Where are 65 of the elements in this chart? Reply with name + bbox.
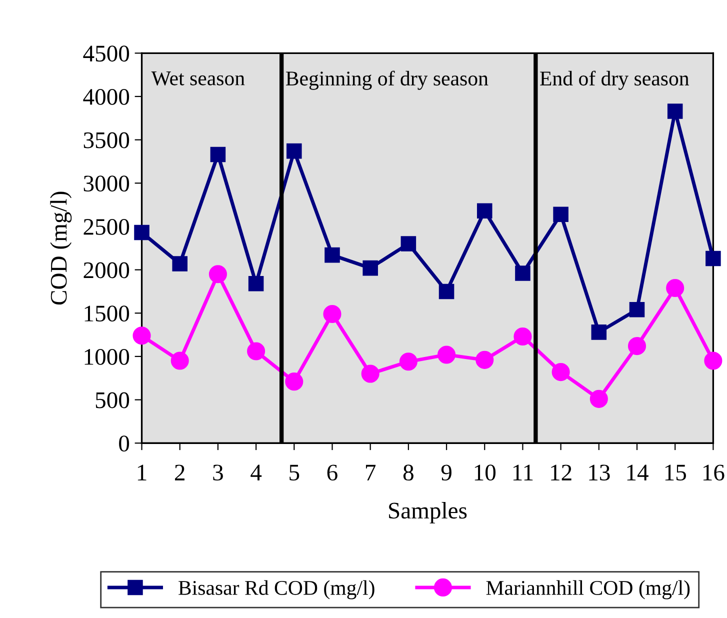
point xyxy=(361,364,380,383)
x-tick-label: 15 xyxy=(665,464,686,481)
legend-label: Mariannhill COD (mg/l) xyxy=(486,580,690,600)
y-tick-label: 4500 xyxy=(83,46,130,62)
point xyxy=(362,260,378,276)
point xyxy=(704,352,722,370)
y-tick-label: 4000 xyxy=(83,88,130,105)
point xyxy=(210,146,226,162)
x-tick-label: 10 xyxy=(474,464,496,481)
x-tick-label: 2 xyxy=(174,464,184,480)
y-tick-label: 1500 xyxy=(84,306,130,322)
y-tick-label: 1000 xyxy=(84,348,130,365)
point xyxy=(399,352,418,371)
point xyxy=(324,247,340,263)
point xyxy=(591,324,607,340)
x-tick-label: 6 xyxy=(327,464,338,481)
point xyxy=(629,302,645,318)
x-tick-label: 12 xyxy=(551,464,572,480)
point xyxy=(248,276,264,292)
point xyxy=(438,284,454,300)
point xyxy=(400,236,416,252)
point xyxy=(285,372,304,391)
point xyxy=(134,224,150,240)
point xyxy=(667,104,683,119)
y-tick-label: 3500 xyxy=(84,132,130,148)
x-tick-label: 13 xyxy=(589,464,610,481)
y-axis-title: COD (mg/l) xyxy=(50,192,72,305)
point xyxy=(286,143,302,159)
x-tick-label: 5 xyxy=(290,464,300,481)
x-tick-label: 11 xyxy=(513,464,533,480)
x-axis-title: Samples xyxy=(389,502,467,524)
point xyxy=(590,390,608,408)
point xyxy=(437,346,456,364)
point xyxy=(476,203,492,219)
point xyxy=(323,304,342,324)
point xyxy=(628,337,646,356)
point xyxy=(706,250,721,266)
y-tick-label: 2000 xyxy=(84,262,130,278)
point xyxy=(666,278,684,298)
x-tick-label: 14 xyxy=(627,464,648,480)
x-tick-label: 3 xyxy=(213,464,223,481)
point xyxy=(247,342,266,360)
point xyxy=(170,352,189,370)
annotation: End of dry season xyxy=(540,70,690,90)
annotation: Wet season xyxy=(151,72,245,86)
y-tick-label: 500 xyxy=(96,392,130,408)
point xyxy=(515,266,530,281)
x-tick-label: 16 xyxy=(703,464,724,481)
y-tick-label: 3000 xyxy=(84,176,130,192)
y-tick-label: 2500 xyxy=(84,218,130,235)
x-tick-label: 9 xyxy=(441,464,452,481)
point xyxy=(132,326,151,345)
point xyxy=(553,206,568,222)
point xyxy=(476,350,494,369)
x-tick-label: 4 xyxy=(250,464,262,480)
annotation: Beginning of dry season xyxy=(286,70,488,90)
x-tick-label: 1 xyxy=(138,464,146,480)
y-tick-label: 0 xyxy=(119,436,130,452)
point xyxy=(208,265,227,284)
x-tick-label: 8 xyxy=(403,464,414,481)
point xyxy=(552,363,570,382)
legend-label: Bisasar Rd COD (mg/l) xyxy=(178,580,374,600)
x-tick-label: 7 xyxy=(366,464,376,480)
point xyxy=(514,327,532,346)
point xyxy=(172,256,188,272)
